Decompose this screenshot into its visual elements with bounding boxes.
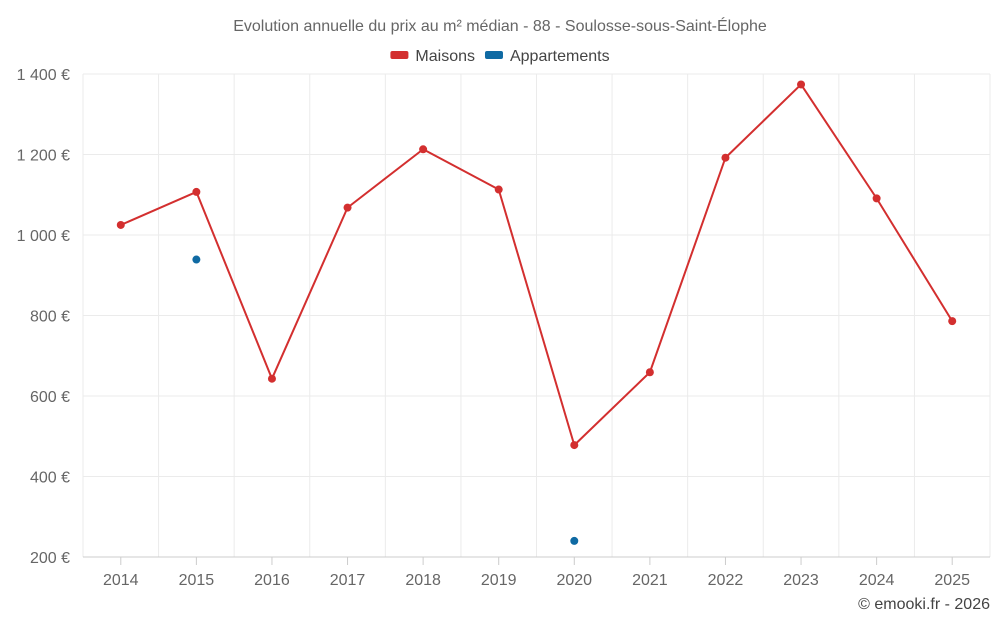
- data-point-maisons-2014[interactable]: [116, 220, 125, 229]
- legend-swatch: [484, 51, 503, 59]
- data-point-maisons-2016[interactable]: [267, 374, 276, 383]
- data-point-maisons-2021[interactable]: [645, 368, 654, 377]
- data-point-appartements-2020[interactable]: [570, 536, 579, 545]
- data-point-maisons-2023[interactable]: [797, 80, 806, 89]
- data-point-maisons-2022[interactable]: [721, 153, 730, 162]
- x-tick-label: 2021: [632, 572, 668, 589]
- legend-item-appartements[interactable]: Appartements: [484, 48, 610, 65]
- x-tick-label: 2018: [405, 572, 441, 589]
- data-point-maisons-2025[interactable]: [948, 317, 957, 326]
- x-tick-label: 2016: [254, 572, 290, 589]
- y-tick-label: 1 400 €: [17, 67, 70, 84]
- x-tick-label: 2023: [783, 572, 819, 589]
- series-line-maisons: [120, 83, 954, 447]
- x-tick-label: 2020: [556, 572, 592, 589]
- x-tick-label: 2025: [934, 572, 970, 589]
- data-point-maisons-2019[interactable]: [494, 185, 503, 194]
- axes: 200 € 400 € 600 € 800 € 1 000 € 1 200 € 1 400 …: [17, 67, 990, 589]
- x-tick-label: 2015: [179, 572, 215, 589]
- y-tick-label: 1 200 €: [17, 148, 70, 165]
- y-tick-label: 800 €: [30, 309, 70, 326]
- data-point-maisons-2018[interactable]: [419, 145, 428, 154]
- y-tick-label: 200 €: [30, 550, 70, 567]
- series-layer: [116, 80, 957, 545]
- legend-item-maisons[interactable]: Maisons: [390, 48, 475, 65]
- data-point-maisons-2024[interactable]: [872, 194, 881, 203]
- legend-label: Appartements: [510, 48, 610, 65]
- x-tick-label: 2017: [330, 572, 366, 589]
- y-tick-label: 1 000 €: [17, 228, 70, 245]
- x-tick-label: 2024: [859, 572, 895, 589]
- data-point-maisons-2020[interactable]: [570, 441, 579, 450]
- footer-credit: © emooki.fr - 2026: [858, 596, 990, 613]
- data-point-appartements-2015[interactable]: [192, 255, 201, 264]
- y-tick-label: 400 €: [30, 470, 70, 487]
- legend-label: Maisons: [415, 48, 475, 65]
- chart-title: Evolution annuelle du prix au m² médian …: [233, 16, 767, 35]
- legend: Maisons Appartements: [390, 48, 610, 65]
- x-tick-label: 2019: [481, 572, 517, 589]
- data-point-maisons-2015[interactable]: [192, 187, 201, 196]
- y-tick-label: 600 €: [30, 389, 70, 406]
- x-tick-label: 2014: [103, 572, 139, 589]
- legend-swatch: [390, 51, 409, 59]
- x-tick-label: 2022: [708, 572, 744, 589]
- data-point-maisons-2017[interactable]: [343, 203, 352, 212]
